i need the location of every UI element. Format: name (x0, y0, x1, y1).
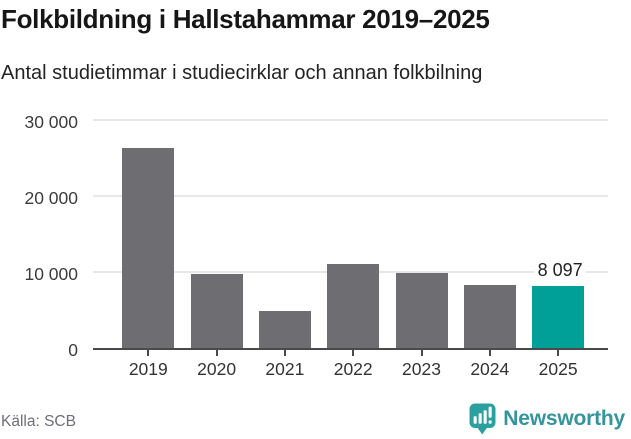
source-note: Källa: SCB (1, 413, 76, 430)
x-tick-label-2022: 2022 (333, 359, 373, 379)
bar-2023 (395, 272, 448, 348)
plot-area: 8 097 (93, 119, 608, 350)
x-tick-2021 (283, 350, 286, 356)
chart-subtitle: Antal studietimmar i studiecirklar och a… (1, 62, 483, 84)
x-tick-2025 (557, 350, 560, 356)
newsworthy-icon (469, 403, 496, 435)
y-axis: 0 10 000 20 000 30 000 (0, 112, 80, 360)
x-tick-label-2019: 2019 (128, 359, 168, 379)
y-tick-label-10000: 10 000 (24, 263, 78, 284)
x-tick-label-2021: 2021 (265, 359, 305, 379)
x-tick-label-2020: 2020 (197, 359, 237, 379)
x-tick-2024 (488, 350, 491, 356)
newsworthy-logo-link[interactable]: Newsworthy (469, 403, 625, 435)
bar-2019 (122, 148, 175, 348)
x-axis: 2019 2020 2021 2022 2023 2024 2025 (93, 350, 608, 392)
y-tick-label-30000: 30 000 (24, 111, 78, 132)
gridline-20000 (93, 195, 608, 197)
y-tick-label-0: 0 (68, 339, 78, 360)
x-tick-label-2025: 2025 (538, 359, 578, 379)
x-tick-2020 (215, 350, 218, 356)
x-tick-label-2023: 2023 (402, 359, 441, 379)
newsworthy-wordmark: Newsworthy (503, 407, 625, 430)
chart-title: Folkbildning i Hallstahammar 2019–2025 (1, 4, 490, 34)
bar-2021 (258, 310, 311, 348)
bar-2020 (190, 273, 243, 348)
x-tick-label-2024: 2024 (470, 359, 510, 379)
bar-2022 (327, 264, 380, 348)
x-tick-2023 (420, 350, 423, 356)
x-tick-2022 (352, 350, 355, 356)
gridline-30000 (93, 119, 608, 121)
bar-2025 (532, 286, 585, 348)
y-tick-label-20000: 20 000 (24, 187, 78, 208)
bar-2024 (463, 284, 516, 348)
x-tick-2019 (147, 350, 150, 356)
bar-value-label: 8 097 (534, 260, 586, 281)
